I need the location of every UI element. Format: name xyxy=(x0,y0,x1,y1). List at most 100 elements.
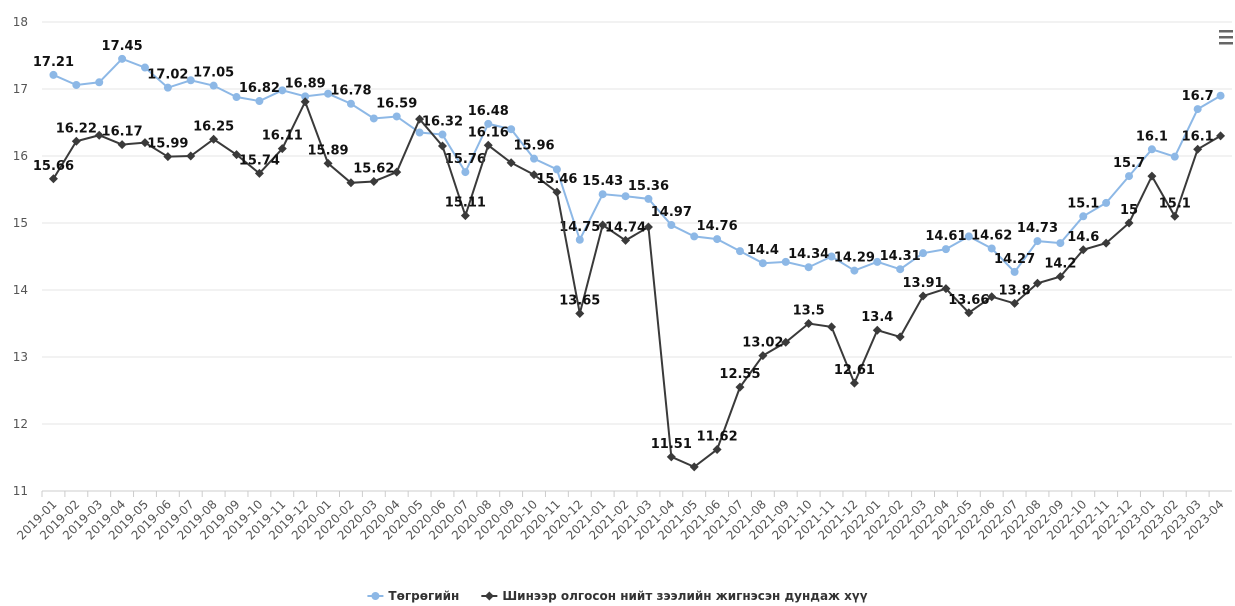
point xyxy=(278,86,287,95)
point xyxy=(1010,267,1019,276)
point xyxy=(690,232,699,241)
value-label: 16.22 xyxy=(56,121,97,136)
y-tick-label: 14 xyxy=(13,283,28,297)
point xyxy=(300,97,310,107)
point xyxy=(827,252,836,261)
legend-label: Төгрөгийн xyxy=(388,589,459,603)
value-label: 14.73 xyxy=(1017,221,1058,236)
value-label: 15.89 xyxy=(307,143,348,158)
point xyxy=(483,140,493,150)
y-tick-label: 15 xyxy=(13,216,28,230)
point xyxy=(71,136,81,146)
point xyxy=(804,263,813,272)
point xyxy=(1216,131,1226,141)
value-label: 14.6 xyxy=(1067,230,1099,245)
point xyxy=(598,190,607,199)
point xyxy=(460,211,470,221)
point xyxy=(667,221,676,230)
series-line xyxy=(52,99,1222,469)
point xyxy=(575,308,585,318)
point xyxy=(621,192,630,201)
y-tick-label: 12 xyxy=(13,417,28,431)
value-label: 16.16 xyxy=(468,125,509,140)
value-label: 14.27 xyxy=(994,252,1035,267)
value-label: 15 xyxy=(1120,203,1138,218)
point xyxy=(232,93,241,102)
point xyxy=(781,337,791,347)
point xyxy=(163,83,172,92)
value-label: 14.2 xyxy=(1044,257,1076,272)
point xyxy=(1170,152,1179,161)
point xyxy=(507,125,516,134)
value-label: 15.46 xyxy=(536,172,577,187)
point xyxy=(506,158,516,168)
point xyxy=(117,140,127,150)
value-label: 16.78 xyxy=(330,84,371,99)
point xyxy=(1010,298,1020,308)
value-label: 16.32 xyxy=(422,115,463,130)
value-label: 15.66 xyxy=(33,159,74,174)
point xyxy=(689,462,699,472)
point xyxy=(118,54,127,63)
value-label: 15.7 xyxy=(1113,156,1145,171)
point xyxy=(1170,211,1180,221)
point xyxy=(850,266,859,275)
y-tick-label: 17 xyxy=(13,82,28,96)
point xyxy=(346,178,356,188)
point xyxy=(1078,245,1088,255)
point xyxy=(873,257,882,266)
value-label: 13.91 xyxy=(902,276,943,291)
legend-label: Шинээр олгосон нийт зээлийн жигнэсэн дун… xyxy=(502,589,867,603)
point xyxy=(1193,144,1203,154)
value-label: 13.02 xyxy=(742,336,783,351)
point xyxy=(735,247,744,256)
point xyxy=(713,235,722,244)
point xyxy=(941,245,950,254)
y-tick-label: 18 xyxy=(13,15,28,29)
value-label: 14.29 xyxy=(834,251,875,266)
point xyxy=(346,99,355,108)
point xyxy=(1101,238,1111,248)
point xyxy=(987,292,997,302)
point xyxy=(232,150,242,160)
point xyxy=(1193,105,1202,114)
value-label: 14.97 xyxy=(651,205,692,220)
value-label: 16.17 xyxy=(102,125,143,140)
value-label: 16.25 xyxy=(193,119,234,134)
value-label: 15.96 xyxy=(513,139,554,154)
value-label: 16.48 xyxy=(468,104,509,119)
point xyxy=(964,308,974,318)
point xyxy=(95,78,104,87)
value-label: 14.4 xyxy=(747,243,779,258)
point xyxy=(1032,278,1042,288)
y-tick-label: 16 xyxy=(13,149,28,163)
value-label: 14.34 xyxy=(788,247,829,262)
point xyxy=(621,235,631,245)
point xyxy=(666,452,676,462)
point xyxy=(758,351,768,361)
value-label: 16.11 xyxy=(262,129,303,144)
point xyxy=(1033,237,1042,246)
legend: Төгрөгийн Шинээр олгосон нийт зээлийн жиг… xyxy=(367,589,868,603)
point xyxy=(552,187,562,197)
point xyxy=(209,81,218,90)
value-label: 17.45 xyxy=(102,39,143,54)
value-label: 15.36 xyxy=(628,179,669,194)
point xyxy=(209,134,219,144)
point xyxy=(530,154,539,163)
value-label: 14.61 xyxy=(925,229,966,244)
value-label: 16.89 xyxy=(285,76,326,91)
value-label: 17.02 xyxy=(147,68,188,83)
menu-icon[interactable] xyxy=(1219,30,1233,45)
point xyxy=(140,63,149,72)
point xyxy=(255,97,264,106)
value-label: 15.62 xyxy=(353,161,394,176)
point xyxy=(643,222,653,232)
point xyxy=(1056,239,1065,248)
point xyxy=(1079,212,1088,221)
value-label: 15.74 xyxy=(239,153,280,168)
point xyxy=(186,151,196,161)
point xyxy=(392,112,401,121)
point xyxy=(323,158,333,168)
